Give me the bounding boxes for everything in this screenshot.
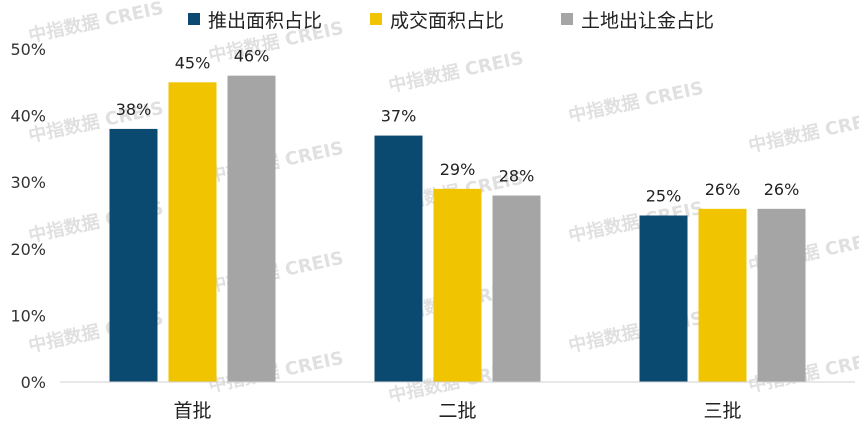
data-label: 45% [175, 53, 211, 72]
data-label: 26% [705, 180, 741, 199]
x-category-label: 三批 [703, 400, 741, 422]
data-label: 38% [116, 100, 152, 119]
data-label: 26% [764, 180, 800, 199]
bars: 38% 45% 46% 37% 29% 28% 25% 26% 26% [109, 47, 806, 383]
bar [492, 195, 541, 382]
data-label: 25% [646, 187, 682, 206]
x-category-label: 二批 [438, 400, 476, 422]
bar [433, 188, 482, 382]
y-tick-label: 10% [10, 306, 46, 325]
data-label: 46% [234, 47, 270, 66]
data-label: 28% [499, 167, 535, 186]
watermark-text: 中指数据 CREIS [386, 47, 525, 97]
legend-swatch [561, 13, 573, 25]
legend-swatch [370, 13, 382, 25]
data-label: 37% [381, 107, 417, 126]
watermark-text: 中指数据 CREIS [206, 137, 345, 187]
legend: 推出面积占比 成交面积占比 土地出让金占比 [188, 10, 714, 32]
watermark-text: 中指数据 CREIS [746, 107, 859, 157]
x-category-label: 首批 [173, 400, 211, 422]
bar [374, 135, 423, 382]
legend-label: 成交面积占比 [390, 10, 504, 32]
x-axis: 首批 二批 三批 [60, 381, 855, 422]
legend-label: 推出面积占比 [208, 10, 322, 32]
y-tick-label: 20% [10, 240, 46, 259]
legend-swatch [188, 13, 200, 25]
watermark-text: 中指数据 CREIS [206, 247, 345, 297]
data-label: 29% [440, 160, 476, 179]
y-tick-label: 40% [10, 107, 46, 126]
bar [227, 75, 276, 382]
y-tick-label: 30% [10, 173, 46, 192]
legend-label: 土地出让金占比 [581, 10, 714, 32]
y-axis: 0% 10% 20% 30% 40% 50% [10, 40, 46, 392]
y-tick-label: 0% [21, 373, 46, 392]
bar [168, 82, 217, 383]
y-tick-label: 50% [10, 40, 46, 59]
watermark-text: 中指数据 CREIS [206, 347, 345, 397]
bar [109, 128, 158, 382]
bar [757, 208, 806, 382]
watermark-text: 中指数据 CREIS [26, 0, 165, 47]
bar [639, 215, 688, 382]
watermark-text: 中指数据 CREIS [566, 77, 705, 127]
bar [698, 208, 747, 382]
